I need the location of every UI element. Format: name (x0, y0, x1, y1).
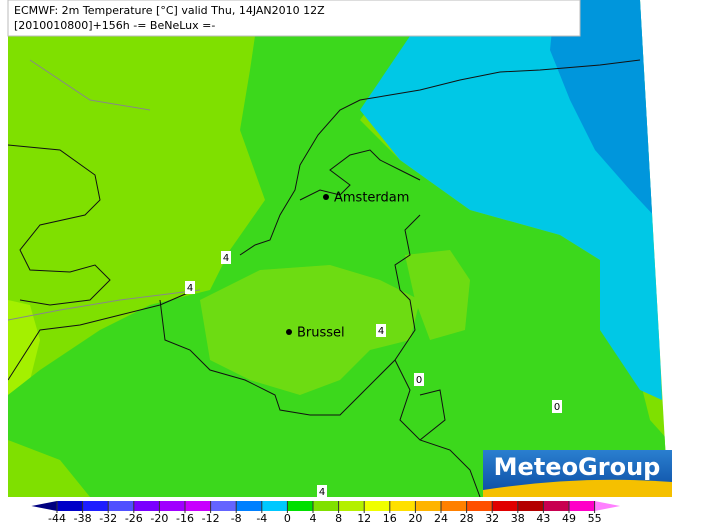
colorbar-segment (466, 501, 493, 511)
colorbar-segment (236, 501, 262, 511)
colorbar-tick-label: -38 (74, 512, 92, 525)
colorbar-segment (364, 501, 390, 511)
contour-label: 0 (416, 375, 422, 386)
contour-label: 0 (554, 402, 560, 413)
contour-label-box (376, 324, 386, 337)
colorbar-tick-label: 55 (588, 512, 602, 525)
colorbar-segment (159, 501, 185, 511)
colorbar-tick-label: -8 (231, 512, 242, 525)
colorbar-segment (185, 501, 211, 511)
colorbar-segment (57, 501, 83, 511)
colorbar-segment (492, 501, 518, 511)
colorbar-tick-label: -12 (202, 512, 220, 525)
zone-green (8, 36, 668, 497)
city-dot (286, 329, 292, 335)
colorbar-tick-label: -4 (256, 512, 267, 525)
city-dot (323, 194, 329, 200)
colorbar-tick-label: 8 (335, 512, 342, 525)
colorbar-segment (210, 501, 237, 511)
contour-label: 4 (187, 283, 193, 294)
colorbar-tick-label: 28 (460, 512, 474, 525)
colorbar-segment (261, 501, 288, 511)
colorbar-segment (287, 501, 313, 511)
contour-label-box (552, 400, 562, 413)
colorbar-segment (389, 501, 416, 511)
colorbar-tick-label: 0 (284, 512, 291, 525)
coastline (8, 59, 641, 381)
contour-label-box (414, 373, 424, 386)
colorbar-segment (82, 501, 109, 511)
logo-text: MeteoGroup (494, 453, 661, 481)
contour-label-box (185, 281, 195, 294)
contour (8, 59, 201, 321)
colorbar-tick-label: -16 (176, 512, 194, 525)
colorbar-tick-label: 49 (562, 512, 576, 525)
colorbar-segment (569, 501, 595, 511)
zone-lime (405, 250, 470, 340)
colorbar-tick-label: 20 (408, 512, 422, 525)
colorbar-tick-label: 43 (536, 512, 550, 525)
colorbar-tick-label: 4 (310, 512, 317, 525)
colorbar-segment (415, 501, 441, 511)
colorbar-segment (441, 501, 467, 511)
city-label: Amsterdam (334, 191, 409, 206)
colorbar-segment (108, 501, 134, 511)
header-line: ECMWF: 2m Temperature [°C] valid Thu, 14… (14, 4, 325, 17)
colorbar-segment (313, 501, 339, 511)
colorbar-segment (543, 501, 569, 511)
colorbar-segment (338, 501, 365, 511)
colorbar-tick-label: 16 (383, 512, 397, 525)
contour-label: 4 (378, 326, 384, 337)
zone-lime (200, 265, 420, 395)
contour-label-box (221, 251, 231, 264)
city-label: Brussel (297, 326, 345, 341)
contour-label: 4 (319, 487, 325, 498)
contour-label-box (317, 485, 327, 498)
header-line: [2010010800]+156h -= BeNeLux =- (14, 19, 215, 32)
colorbar-tick-label: -32 (99, 512, 117, 525)
border (159, 214, 481, 497)
colorbar-tick-label: -44 (48, 512, 66, 525)
colorbar-end (31, 501, 57, 511)
contour-label: 4 (223, 253, 229, 264)
colorbar-tick-label: -20 (150, 512, 168, 525)
header-box (7, 0, 581, 37)
zone-light (8, 300, 40, 395)
logo-swoosh (483, 479, 672, 497)
colorbar-segment (133, 501, 160, 511)
colorbar-tick-label: -26 (125, 512, 143, 525)
colorbar-tick-label: 24 (434, 512, 448, 525)
colorbar-tick-label: 12 (357, 512, 371, 525)
colorbar-end (594, 501, 621, 511)
colorbar-tick-label: 38 (511, 512, 525, 525)
colorbar-tick-label: 32 (485, 512, 499, 525)
colorbar-segment (517, 501, 544, 511)
zone-blue (550, 0, 658, 220)
